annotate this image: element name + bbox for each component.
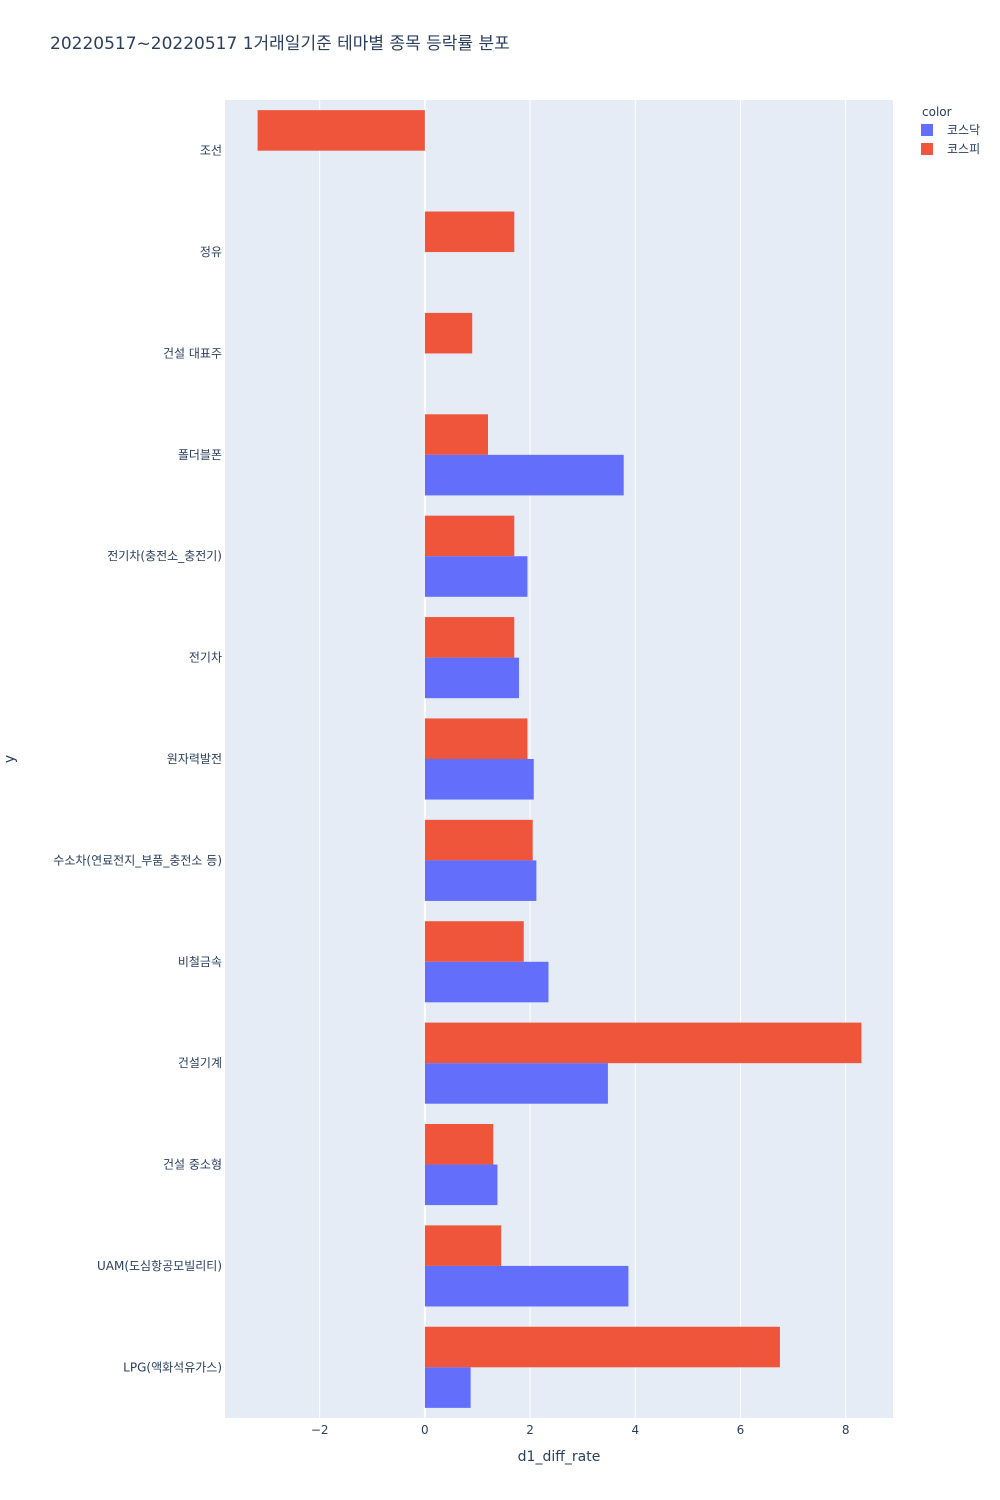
y-tick-label: 전기차(충전소_충전기) xyxy=(107,549,222,563)
x-tick-label: 6 xyxy=(737,1423,745,1437)
y-tick-label: 전기차 xyxy=(189,651,222,665)
bar-kosdaq xyxy=(424,1367,471,1408)
bar-kospi xyxy=(424,312,473,354)
bar-kospi xyxy=(424,515,515,557)
bar-kosdaq xyxy=(424,759,534,800)
y-tick-label: 건설 중소형 xyxy=(163,1158,222,1172)
y-tick-label: 건설 대표주 xyxy=(163,346,222,360)
x-tick-label: 4 xyxy=(631,1423,639,1437)
y-tick-label: UAM(도심항공모빌리티) xyxy=(97,1259,222,1273)
y-tick-label: 조선 xyxy=(200,144,222,158)
x-axis-ticks: −2 0 2 4 6 8 xyxy=(311,1423,850,1437)
chart-title: 20220517~20220517 1거래일기준 테마별 종목 등락률 분포 xyxy=(50,34,510,54)
bar-kospi xyxy=(424,211,515,253)
x-tick-label: 8 xyxy=(842,1423,850,1437)
bar-kospi xyxy=(424,921,524,962)
legend-label: 코스피 xyxy=(947,142,980,156)
bar-kospi xyxy=(424,819,533,861)
bar-kosdaq xyxy=(424,454,624,496)
x-tick-label: 2 xyxy=(526,1423,534,1437)
y-tick-label: 폴더블폰 xyxy=(178,448,222,462)
bar-kosdaq xyxy=(424,556,528,597)
bar-kosdaq xyxy=(424,1265,629,1307)
bar-kosdaq xyxy=(424,860,537,901)
bar-kospi xyxy=(424,1225,502,1266)
bar-kospi xyxy=(424,1326,780,1368)
bar-kosdaq xyxy=(424,1063,608,1104)
legend-swatch xyxy=(921,143,933,155)
bar-kospi xyxy=(424,617,515,658)
bar-kospi xyxy=(257,110,425,151)
legend-swatch xyxy=(921,124,933,136)
bar-kosdaq xyxy=(424,961,549,1003)
plot-area xyxy=(225,100,893,1418)
legend-label: 코스닥 xyxy=(947,123,980,137)
y-tick-label: LPG(액화석유가스) xyxy=(123,1360,222,1374)
y-tick-label: 정유 xyxy=(200,245,222,259)
bar-kospi xyxy=(424,1022,862,1064)
bar-kospi xyxy=(424,1123,494,1165)
y-tick-label: 원자력발전 xyxy=(167,752,222,766)
y-axis-title: y xyxy=(2,755,18,763)
x-tick-label: 0 xyxy=(421,1423,429,1437)
x-axis-title: d1_diff_rate xyxy=(518,1449,601,1465)
bar-kospi xyxy=(424,414,488,455)
y-tick-label: 비철금속 xyxy=(178,955,222,969)
legend-title: color xyxy=(922,105,952,119)
bar-kospi xyxy=(424,718,528,759)
bar-kosdaq xyxy=(424,657,520,699)
y-tick-label: 수소차(연료전지_부품_충전소 등) xyxy=(53,853,222,867)
bar-kosdaq xyxy=(424,1164,498,1206)
x-tick-label: −2 xyxy=(311,1423,329,1437)
bars xyxy=(257,110,862,1408)
y-tick-label: 건설기계 xyxy=(178,1056,222,1070)
